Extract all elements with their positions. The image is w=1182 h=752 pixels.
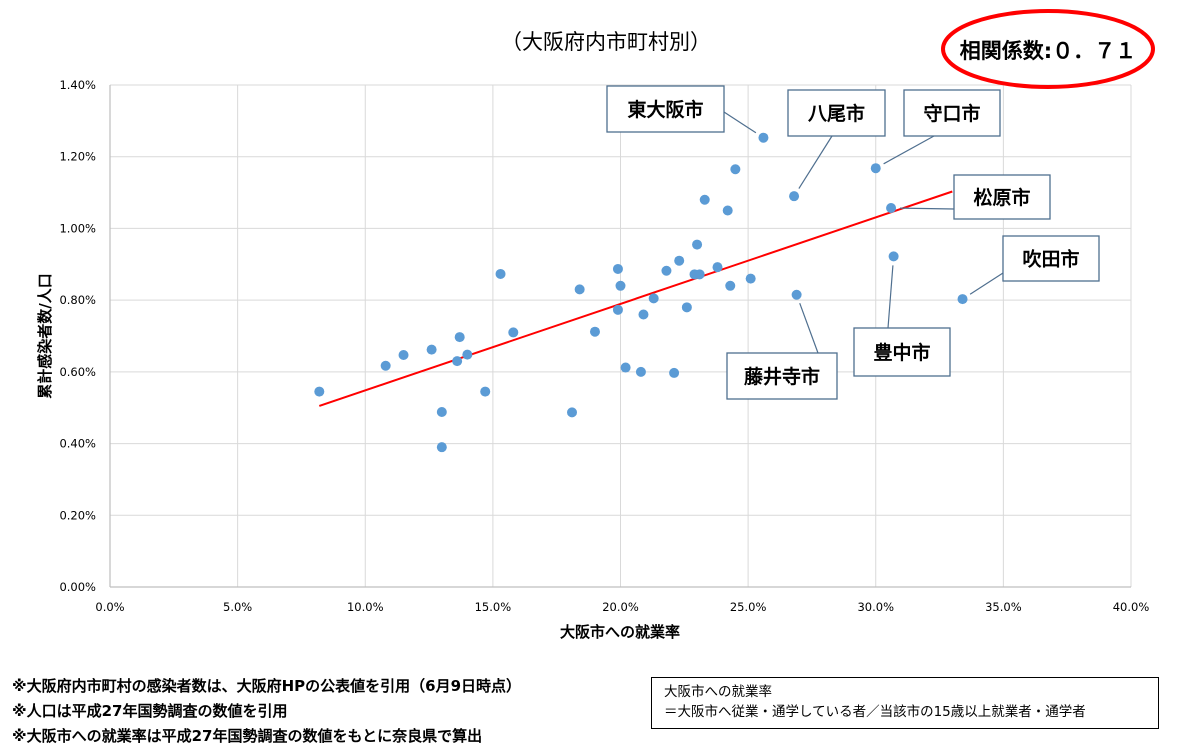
data-point	[791, 289, 802, 300]
data-point	[661, 265, 672, 276]
data-point	[314, 386, 325, 397]
data-point	[398, 350, 409, 361]
data-point	[681, 302, 692, 313]
correlation-highlight-ellipse	[941, 9, 1155, 89]
data-point	[789, 191, 800, 202]
data-point	[722, 205, 733, 216]
callout-box	[903, 89, 1001, 137]
x-tick-label: 40.0%	[1113, 600, 1150, 614]
callout-leader	[799, 303, 819, 354]
data-point	[712, 262, 723, 273]
y-tick-labels: 0.00% 0.20% 0.40% 0.60% 0.80% 1.00% 1.20% 1.40%	[59, 78, 96, 594]
callout-label: 藤井寺市	[744, 365, 820, 388]
data-point	[495, 268, 506, 279]
chart-axes	[109, 85, 1131, 588]
definition-title: 大阪市への就業率	[664, 684, 772, 700]
y-tick-label: 0.00%	[59, 580, 96, 594]
x-tick-label: 10.0%	[347, 600, 384, 614]
x-tick-label: 35.0%	[985, 600, 1022, 614]
note-commute-rate-source: ※大阪市への就業率は平成27年国勢調査の数値をもとに奈良県で算出	[12, 727, 483, 745]
callout-leader	[969, 272, 1004, 295]
callout-box	[1002, 235, 1100, 282]
callout-label: 豊中市	[873, 341, 930, 364]
data-point	[615, 280, 626, 291]
y-tick-label: 0.60%	[59, 365, 96, 379]
y-tick-label: 1.20%	[59, 150, 96, 164]
x-tick-label: 15.0%	[475, 600, 512, 614]
correlation-value: 相関係数:０．７１	[960, 39, 1136, 63]
data-point	[454, 332, 465, 343]
definition-formula: ＝大阪市へ従業・通学している者／当該市の15歳以上就業者・通学者	[664, 704, 1086, 720]
x-tick-labels: 0.0% 5.0% 10.0% 15.0% 20.0% 25.0% 30.0% 35.0% 40…	[95, 600, 1149, 614]
callout-label: 八尾市	[808, 102, 865, 125]
data-point	[648, 293, 659, 304]
callout-label: 守口市	[923, 102, 980, 125]
data-point	[886, 202, 897, 213]
data-point	[699, 194, 710, 205]
data-point	[620, 362, 631, 373]
x-tick-label: 5.0%	[223, 600, 252, 614]
callout-box	[853, 327, 951, 377]
data-point	[730, 164, 741, 175]
note-population-source: ※人口は平成27年国勢調査の数値を引用	[12, 702, 288, 720]
data-point	[612, 263, 623, 274]
data-point	[745, 273, 756, 284]
y-tick-label: 1.40%	[59, 78, 96, 92]
data-point	[674, 255, 685, 266]
data-point	[574, 284, 585, 295]
data-point	[694, 269, 705, 280]
data-point	[567, 407, 578, 418]
callout-leader	[887, 265, 894, 329]
data-point	[508, 327, 519, 338]
data-point	[638, 309, 649, 320]
note-infection-source: ※大阪府内市町村の感染者数は、大阪府HPの公表値を引用（6月9日時点）	[12, 677, 522, 695]
x-tick-label: 30.0%	[857, 600, 894, 614]
data-point	[452, 356, 463, 367]
data-point	[612, 304, 623, 315]
x-axis-label: 大阪市への就業率	[560, 623, 680, 641]
callout-leader	[723, 111, 757, 134]
data-point	[462, 349, 473, 360]
callout-box	[726, 352, 838, 400]
data-point	[692, 239, 703, 250]
data-point	[758, 132, 769, 143]
callout-label: 吹田市	[1022, 248, 1079, 271]
x-tick-label: 20.0%	[602, 600, 639, 614]
callout-box	[953, 174, 1051, 220]
data-points	[314, 132, 968, 453]
data-point	[480, 386, 491, 397]
y-axis-label: 累計感染者数/人口	[36, 273, 54, 398]
callout-label: 松原市	[973, 186, 1030, 209]
y-tick-label: 0.20%	[59, 508, 96, 522]
callout-leader	[900, 207, 955, 210]
chart-title: （大阪府内市町村別）	[501, 30, 711, 54]
chart-gridlines	[110, 84, 1132, 587]
data-point	[725, 280, 736, 291]
data-point	[589, 326, 600, 337]
trendline	[318, 190, 953, 407]
x-tick-label: 25.0%	[730, 600, 767, 614]
y-tick-label: 0.40%	[59, 437, 96, 451]
data-point	[380, 360, 391, 371]
data-point	[436, 442, 447, 453]
trendline-group	[318, 190, 953, 407]
data-point	[426, 344, 437, 355]
callout-box	[606, 85, 725, 133]
callout-leader	[798, 135, 833, 189]
data-point	[957, 294, 968, 305]
x-tick-label: 0.0%	[95, 600, 124, 614]
data-point	[870, 163, 881, 174]
y-tick-label: 0.80%	[59, 293, 96, 307]
data-point	[888, 251, 899, 262]
definition-box: 大阪市への就業率 ＝大阪市へ従業・通学している者／当該市の15歳以上就業者・通学…	[651, 677, 1159, 729]
callout-box	[787, 89, 886, 137]
y-tick-label: 1.00%	[59, 221, 96, 235]
data-point	[635, 366, 646, 377]
callout-label: 東大阪市	[627, 98, 703, 121]
callout-leader	[883, 135, 935, 165]
data-point	[436, 407, 447, 418]
data-point	[669, 367, 680, 378]
